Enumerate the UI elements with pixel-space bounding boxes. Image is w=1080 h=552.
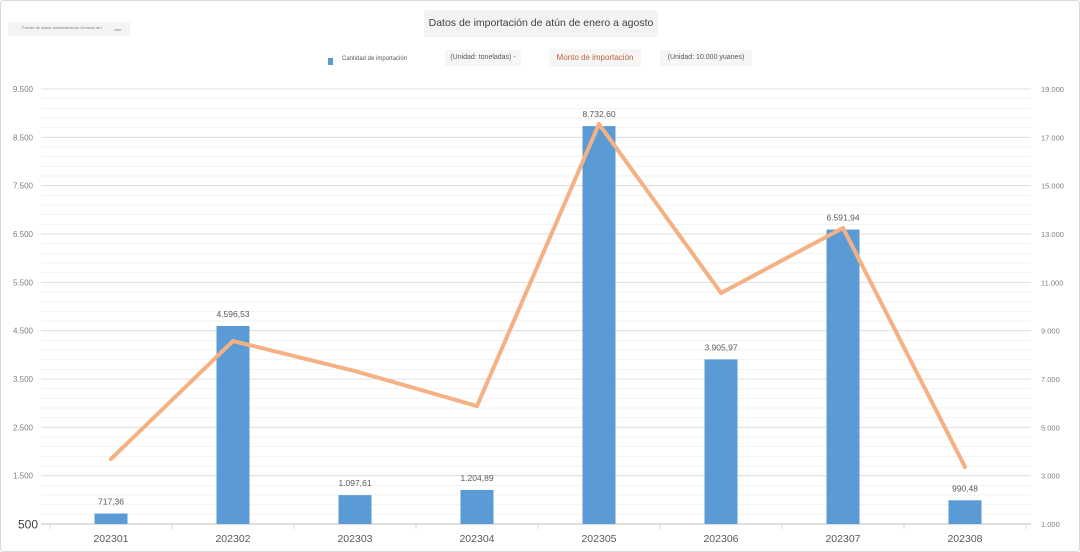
y-left-tick-label: 6.500: [13, 230, 34, 239]
import-quantity-bar: [216, 326, 250, 524]
bar-data-label: 4.596,53: [216, 309, 249, 319]
import-amount-line: [109, 122, 967, 469]
y-right-tick-label: 5.000: [1041, 423, 1060, 432]
import-quantity-bar: [460, 489, 494, 524]
y-right-tick-label: 1.000: [1041, 520, 1060, 529]
y-left-tick-label: 9.500: [13, 85, 34, 94]
legend-line-series-unit: (Unidad: 10.000 yuanes): [660, 50, 752, 66]
import-quantity-bar: [94, 513, 128, 524]
import-quantity-bar: [338, 495, 372, 524]
import-amount-point: [109, 456, 113, 461]
y-left-tick-label: 2.500: [13, 423, 34, 432]
y-left-tick-label: 1.500: [13, 472, 34, 481]
y-right-tick-label: 7.000: [1041, 375, 1060, 384]
data-source-text-tail: ción: [114, 27, 122, 32]
data-source-text: Fuente de datos: Administración General …: [22, 25, 103, 30]
x-category-label: 202308: [947, 533, 982, 545]
x-category-label: 202302: [215, 533, 250, 545]
import-amount-point: [231, 339, 235, 344]
import-amount-point: [597, 122, 601, 127]
legend-bar-series-name: Cantidad de importación: [342, 56, 408, 62]
y-right-tick-label: 3.000: [1041, 472, 1060, 481]
bar-data-label: 990,48: [952, 483, 978, 493]
import-quantity-bar: [704, 359, 738, 524]
x-category-label: 202304: [459, 533, 494, 545]
import-amount-point: [475, 404, 479, 409]
import-amount-point: [841, 225, 845, 230]
x-category-label: 202305: [581, 533, 616, 545]
x-category-label: 202301: [93, 533, 128, 545]
legend-bar-swatch-icon: [328, 58, 333, 65]
import-quantity-bar: [826, 229, 860, 525]
y-left-tick-label: 8.500: [13, 133, 34, 142]
y-right-tick-label: 13.000: [1041, 230, 1064, 239]
data-source-note: Fuente de datos: Administración General …: [8, 22, 130, 36]
y-left-tick-label: 4.500: [13, 327, 34, 336]
legend-bar-series-unit: (Unidad: toneladas) -: [445, 50, 521, 66]
x-category-label: 202306: [703, 533, 738, 545]
y-left-tick-label: 5.500: [13, 278, 34, 287]
y-left-tick-label: 3.500: [13, 375, 34, 384]
y-right-tick-label: 9.000: [1041, 327, 1060, 336]
bar-data-label: 8.732,60: [582, 109, 615, 119]
import-quantity-bars: 717,36 4.596,53 1.097,61 1.204,89 8.732,60 3.…: [94, 109, 982, 525]
y-left-tick-label: 7.500: [13, 182, 34, 191]
import-amount-point: [353, 369, 357, 374]
bar-data-label: 3.905,97: [704, 342, 737, 352]
import-quantity-bar: [582, 126, 616, 524]
x-category-label: 202303: [337, 533, 372, 545]
bar-data-label: 1.204,89: [460, 473, 493, 483]
y-right-tick-label: 19.000: [1041, 85, 1064, 94]
bar-data-label: 6.591,94: [826, 213, 859, 223]
y-left-tick-label: 500: [18, 518, 38, 532]
y-right-tick-label: 11.000: [1041, 278, 1063, 287]
import-quantity-bar: [948, 500, 982, 524]
import-amount-point: [719, 290, 723, 295]
y-right-tick-label: 17.000: [1041, 133, 1064, 142]
legend-line-series-name: Monto de importación: [549, 49, 641, 67]
bar-data-label: 1.097,61: [338, 478, 371, 488]
chart-title: Datos de importación de atún de enero a …: [424, 10, 658, 37]
import-amount-point: [963, 464, 967, 469]
y-right-tick-label: 15.000: [1041, 182, 1064, 191]
bar-data-label: 717,36: [98, 496, 124, 506]
x-category-label: 202307: [825, 533, 860, 545]
